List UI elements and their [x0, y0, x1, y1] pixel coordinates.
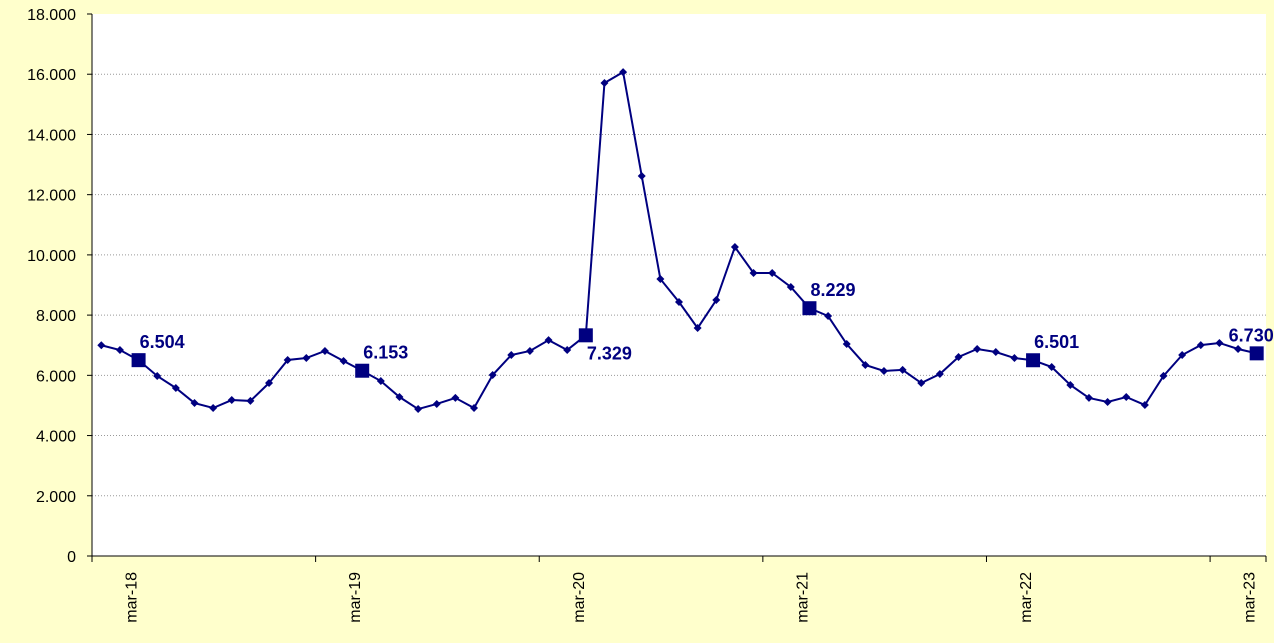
marker — [802, 301, 817, 316]
marker — [355, 363, 370, 378]
marker — [786, 282, 795, 291]
marker — [1026, 353, 1041, 368]
marker — [656, 274, 665, 283]
marker — [693, 324, 702, 333]
marker — [600, 78, 609, 87]
marker — [1249, 346, 1264, 361]
marker — [97, 341, 106, 350]
y-tick-label: 6.000 — [36, 368, 76, 385]
data-label: 6.730 — [1229, 325, 1274, 345]
x-tick-label: mar-23 — [1242, 572, 1259, 623]
marker — [1084, 393, 1093, 402]
marker — [1047, 363, 1056, 372]
marker — [115, 346, 124, 355]
data-label: 6.504 — [140, 332, 185, 352]
marker — [1159, 371, 1168, 380]
marker — [675, 298, 683, 307]
marker — [470, 404, 479, 413]
marker — [824, 312, 833, 321]
marker — [1178, 351, 1187, 360]
marker — [1066, 380, 1075, 389]
marker — [320, 346, 329, 355]
marker — [376, 377, 385, 386]
marker — [246, 396, 255, 405]
marker — [414, 405, 423, 414]
data-label: 8.229 — [810, 280, 855, 300]
marker — [991, 347, 1000, 356]
y-tick-label: 12.000 — [27, 188, 76, 205]
marker — [171, 383, 180, 392]
marker — [1234, 344, 1243, 353]
marker — [544, 336, 553, 345]
y-tick-label: 14.000 — [27, 127, 76, 144]
marker — [283, 355, 292, 364]
x-tick-label: mar-20 — [571, 572, 588, 623]
marker — [1122, 393, 1131, 402]
marker — [339, 357, 348, 366]
marker — [563, 346, 572, 355]
marker — [861, 360, 870, 369]
marker — [190, 399, 199, 408]
marker — [1010, 354, 1019, 363]
marker — [879, 366, 888, 375]
marker — [1140, 400, 1149, 409]
marker — [578, 328, 593, 343]
marker — [302, 354, 311, 363]
marker — [1103, 397, 1112, 406]
marker — [265, 379, 274, 388]
y-tick-label: 4.000 — [36, 429, 76, 446]
x-tick-label: mar-19 — [347, 572, 364, 623]
marker — [935, 369, 944, 378]
marker — [395, 393, 404, 402]
marker — [153, 371, 162, 380]
plot-area — [92, 14, 1266, 556]
marker — [730, 243, 739, 252]
marker — [451, 393, 460, 402]
data-label: 7.329 — [587, 343, 632, 363]
marker — [432, 399, 441, 408]
marker — [227, 396, 236, 405]
marker — [917, 379, 926, 388]
x-tick-label: mar-18 — [124, 572, 141, 623]
marker — [507, 351, 516, 360]
marker — [1196, 341, 1205, 350]
marker — [209, 404, 218, 413]
marker — [637, 171, 646, 180]
y-tick-label: 0 — [67, 549, 76, 566]
y-tick-label: 8.000 — [36, 308, 76, 325]
marker — [712, 296, 721, 305]
marker — [131, 353, 146, 368]
y-tick-label: 18.000 — [27, 7, 76, 24]
x-tick-label: mar-21 — [794, 572, 811, 623]
marker — [842, 340, 851, 349]
marker — [619, 68, 628, 77]
marker — [768, 268, 777, 277]
x-tick-label: mar-22 — [1018, 572, 1035, 623]
marker — [1215, 338, 1224, 347]
y-tick-label: 10.000 — [27, 248, 76, 265]
marker — [749, 268, 758, 277]
data-label: 6.501 — [1034, 332, 1079, 352]
marker — [973, 344, 982, 353]
y-tick-label: 16.000 — [27, 67, 76, 84]
data-label: 6.153 — [363, 343, 408, 363]
marker — [898, 365, 907, 374]
marker — [488, 371, 497, 380]
marker — [525, 346, 534, 355]
marker — [954, 352, 963, 361]
y-tick-label: 2.000 — [36, 489, 76, 506]
